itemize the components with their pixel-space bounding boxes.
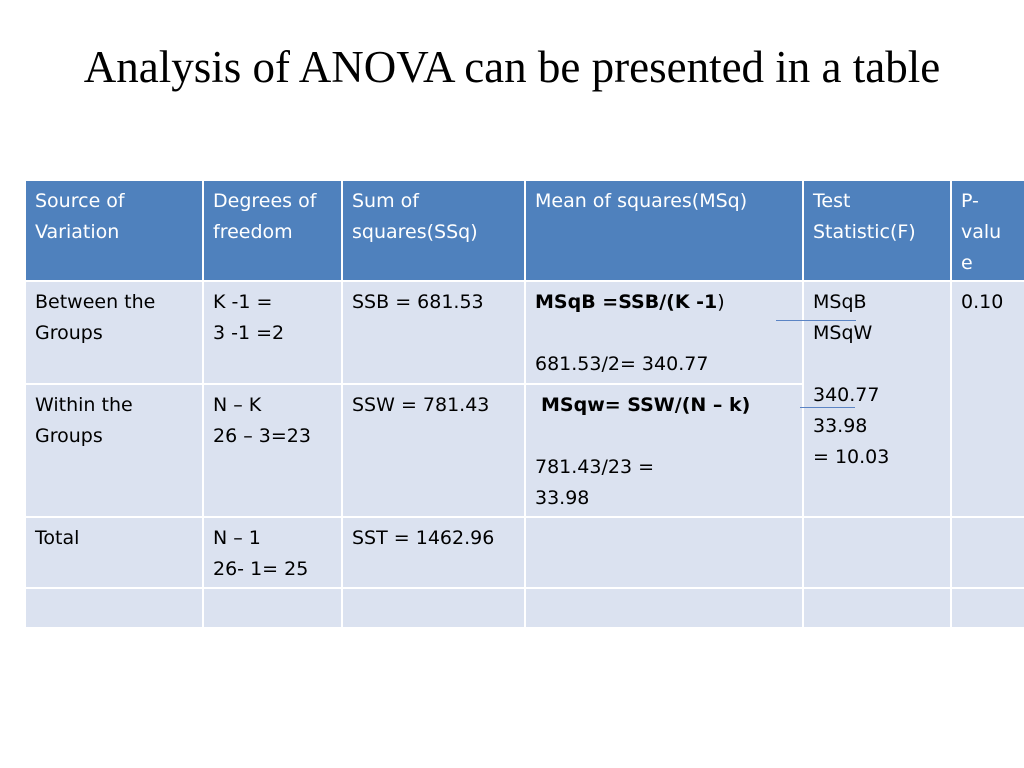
- cell-total-f: [802, 516, 952, 589]
- header-degrees-of-freedom: Degrees of freedom: [202, 179, 343, 282]
- cell-total-source: Total: [24, 516, 204, 589]
- fraction-bar-symbolic: [776, 320, 856, 321]
- empty-cell: [524, 587, 804, 629]
- f-denominator-value: 33.98: [813, 415, 868, 437]
- cell-within-df: N – K 26 – 3=23: [202, 383, 343, 518]
- cell-total-p: [950, 516, 1024, 589]
- cell-between-df: K -1 = 3 -1 =2: [202, 280, 343, 385]
- empty-cell: [802, 587, 952, 629]
- cell-total-ms: [524, 516, 804, 589]
- cell-total-df: N – 1 26- 1= 25: [202, 516, 343, 589]
- f-numerator: MSqB: [813, 291, 867, 313]
- cell-between-source: Between the Groups: [24, 280, 204, 385]
- table-row-empty: [24, 587, 1024, 629]
- header-sum-of-squares: Sum of squares(SSq): [341, 179, 526, 282]
- cell-within-source: Within the Groups: [24, 383, 204, 518]
- cell-total-ss: SST = 1462.96: [341, 516, 526, 589]
- header-p-value: P- valu e: [950, 179, 1024, 282]
- table-header-row: Source of Variation Degrees of freedom S…: [24, 179, 1024, 282]
- f-numerator-value: 340.77: [813, 384, 880, 406]
- empty-cell: [950, 587, 1024, 629]
- msqb-value: 681.53/2= 340.77: [535, 353, 709, 375]
- header-mean-of-squares: Mean of squares(MSq): [524, 179, 804, 282]
- slide-title: Analysis of ANOVA can be presented in a …: [83, 42, 941, 92]
- cell-test-statistic: MSqB MSqW 340.77 33.98 = 10.03: [802, 280, 952, 518]
- header-source-of-variation: Source of Variation: [24, 179, 204, 282]
- f-result: = 10.03: [813, 446, 890, 468]
- cell-between-ss: SSB = 681.53: [341, 280, 526, 385]
- header-test-statistic: Test Statistic(F): [802, 179, 952, 282]
- msqw-formula: MSqw= SSW/(N – k): [541, 394, 751, 416]
- msqb-formula-close: ): [717, 291, 725, 313]
- empty-cell: [202, 587, 343, 629]
- cell-between-ms: MSqB =SSB/(K -1) 681.53/2= 340.77: [524, 280, 804, 385]
- cell-p-value: 0.10: [950, 280, 1024, 518]
- anova-table: Source of Variation Degrees of freedom S…: [24, 179, 1024, 629]
- table-row-within-groups: Within the Groups N – K 26 – 3=23 SSW = …: [24, 383, 1024, 518]
- cell-within-ms: MSqw= SSW/(N – k) 781.43/23 = 33.98: [524, 383, 804, 518]
- table-row-between-groups: Between the Groups K -1 = 3 -1 =2 SSB = …: [24, 280, 1024, 518]
- f-denominator: MSqW: [813, 322, 873, 344]
- fraction-bar-numeric: [800, 407, 855, 408]
- cell-within-ss: SSW = 781.43: [341, 383, 526, 518]
- table-row-total: Total N – 1 26- 1= 25 SST = 1462.96: [24, 516, 1024, 589]
- msqb-formula: MSqB =SSB/(K -1: [535, 291, 718, 313]
- empty-cell: [341, 587, 526, 629]
- empty-cell: [24, 587, 204, 629]
